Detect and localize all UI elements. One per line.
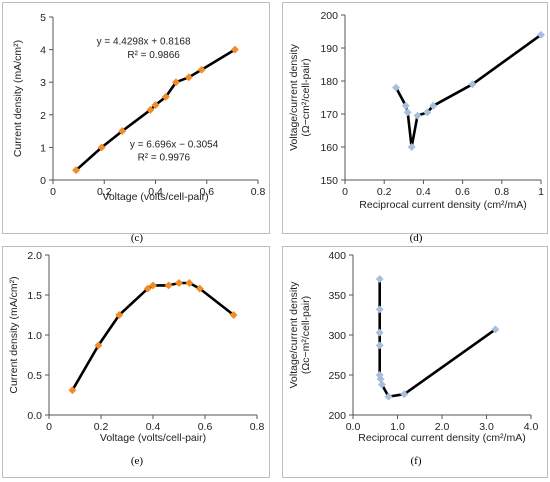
- y-tick-label: 2.0: [27, 250, 42, 262]
- x-tick-label: 2.0: [435, 421, 450, 433]
- x-tick-label: 0.2: [97, 186, 112, 198]
- y-tick-label: 5: [40, 12, 46, 24]
- panel-c: 0 0.2 0.4 0.6 0.8 0 1 2 3 4 5 Voltage (volts/cell-p…: [2, 2, 270, 244]
- panel-label-d: (d): [409, 232, 423, 244]
- panel-label-f: (f): [410, 455, 422, 467]
- data-point: [118, 127, 127, 136]
- y-tick-label: 4: [40, 45, 46, 57]
- data-point: [172, 78, 180, 87]
- y-tick-label: 180: [320, 76, 338, 88]
- data-point: [413, 111, 422, 120]
- y-tick-label: 200: [320, 10, 338, 22]
- chart-c: 0 0.2 0.4 0.6 0.8 0 1 2 3 4 5 Voltage (volts/cell-p…: [12, 12, 266, 203]
- chart-f: 0.0 1.0 2.0 3.0 4.0 200 250 300 350 400 Reciprocal…: [288, 250, 539, 444]
- data-point: [384, 392, 393, 401]
- x-tick-label: 1.0: [390, 421, 405, 433]
- series-line: [394, 33, 543, 149]
- y-axis-label: Voltage/current density: [288, 281, 300, 389]
- series-line: [71, 281, 235, 392]
- y-axis-label: (Ωc−m²/cell-pair): [300, 296, 312, 374]
- x-tick-label: 0.8: [251, 186, 266, 198]
- x-tick-label: 3.0: [479, 421, 494, 433]
- data-point: [72, 166, 81, 175]
- y-tick-label: 2: [40, 110, 46, 122]
- annotation: R² = 0.9866: [127, 50, 180, 61]
- y-tick-label: 0.5: [27, 370, 42, 382]
- data-point: [375, 275, 384, 283]
- y-tick-label: 160: [320, 142, 338, 154]
- data-point: [151, 101, 160, 109]
- data-point: [197, 65, 206, 74]
- series-line: [378, 277, 497, 398]
- data-point: [375, 305, 384, 314]
- data-point: [377, 380, 386, 389]
- data-point: [375, 328, 384, 337]
- data-point: [403, 108, 412, 117]
- y-tick-label: 1.0: [27, 330, 42, 342]
- x-tick-label: 0.2: [377, 186, 392, 198]
- x-tick-label: 0: [342, 186, 348, 198]
- annotation: y = 6.696x − 0.3054: [130, 139, 219, 150]
- data-point: [375, 341, 384, 350]
- data-point: [184, 73, 193, 82]
- x-tick-label: 0.6: [198, 421, 213, 433]
- x-tick-label: 0.6: [199, 186, 214, 198]
- x-tick-label: 0: [46, 421, 52, 433]
- data-point: [94, 341, 103, 350]
- y-tick-label: 300: [328, 330, 346, 342]
- x-tick-label: 0: [50, 186, 56, 198]
- x-axis-label: Reciprocal current density (cm²/mA): [358, 432, 525, 444]
- y-tick-label: 190: [320, 43, 338, 55]
- y-tick-label: 0: [40, 175, 46, 187]
- y-axis-label: Current density (mA/cm²): [12, 40, 24, 157]
- chart-d: 0 0.2 0.4 0.6 0.8 1 150 160 170 180 190 200 Reciproc…: [288, 10, 545, 211]
- y-tick-label: 3: [40, 77, 46, 89]
- x-tick-label: 1: [538, 186, 544, 198]
- x-tick-label: 4.0: [524, 421, 539, 433]
- y-tick-label: 0.0: [27, 410, 42, 422]
- panel-label-c: (c): [130, 232, 144, 244]
- panel-d: 0 0.2 0.4 0.6 0.8 1 150 160 170 180 190 200 Reciproc…: [282, 2, 548, 244]
- annotation: R² = 0.9976: [138, 152, 191, 163]
- data-point: [97, 143, 106, 152]
- data-point: [164, 281, 173, 290]
- x-tick-label: 0.8: [494, 186, 509, 198]
- x-tick-label: 0.4: [146, 421, 161, 433]
- chart-e: 0 0.2 0.4 0.6 0.8 0.0 0.5 1.0 1.5 2.0 Voltage (vol…: [8, 250, 265, 444]
- y-tick-label: 200: [328, 410, 346, 422]
- data-point: [175, 279, 183, 287]
- y-tick-label: 1: [40, 142, 46, 154]
- y-tick-label: 170: [320, 109, 338, 121]
- data-point: [149, 281, 157, 290]
- y-axis-label: Current density (mA/cm²): [8, 276, 20, 393]
- y-tick-label: 400: [328, 250, 346, 262]
- x-axis-label: Voltage (volts/cell-pair): [102, 191, 208, 203]
- x-tick-label: 0.6: [455, 186, 470, 198]
- y-axis-label: Voltage/current density: [288, 43, 300, 151]
- panel-e: 0 0.2 0.4 0.6 0.8 0.0 0.5 1.0 1.5 2.0 Voltage (vol…: [2, 246, 270, 478]
- data-point: [407, 143, 416, 151]
- y-tick-label: 350: [328, 290, 346, 302]
- x-tick-label: 0.8: [250, 421, 265, 433]
- y-tick-label: 150: [320, 175, 338, 187]
- x-axis-label: Voltage (volts/cell-pair): [100, 432, 206, 444]
- panel-label-e: (e): [130, 455, 144, 467]
- x-axis-label: Reciprocal current density (cm²/mA): [359, 199, 526, 211]
- y-axis-label: (Ω−cm²/cell-pair): [300, 58, 312, 136]
- y-tick-label: 1.5: [27, 290, 42, 302]
- x-tick-label: 0.4: [416, 186, 431, 198]
- annotation: y = 4.4298x + 0.8168: [97, 37, 191, 48]
- panel-f: 0.0 1.0 2.0 3.0 4.0 200 250 300 350 400 Reciprocal…: [282, 246, 548, 478]
- x-tick-label: 0.0: [346, 421, 361, 433]
- data-point: [229, 311, 238, 319]
- data-point: [115, 311, 124, 319]
- y-tick-label: 250: [328, 370, 346, 382]
- x-tick-label: 0.2: [94, 421, 109, 433]
- series-line: [74, 48, 237, 172]
- x-tick-label: 0.4: [148, 186, 163, 198]
